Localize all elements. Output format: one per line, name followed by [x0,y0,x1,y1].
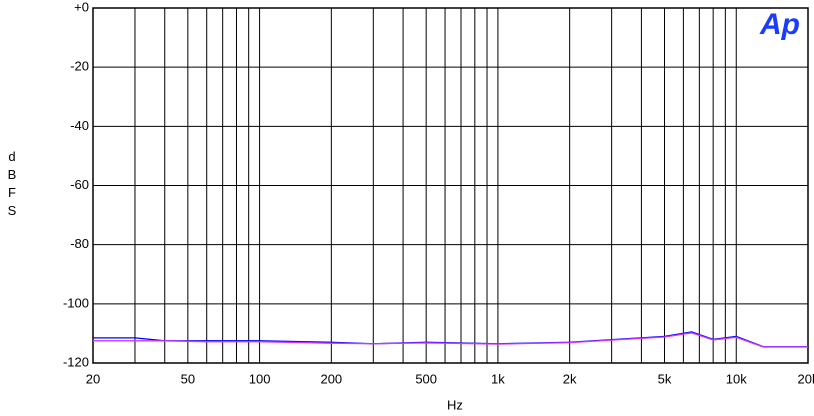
y-axis-label-letter: d [8,149,15,164]
logo: Ap [759,8,800,41]
y-tick-label: -120 [63,354,89,369]
x-tick-label: 10k [726,371,747,386]
y-tick-label: -80 [70,236,89,251]
x-tick-label: 20 [86,371,100,386]
plot-frame [92,7,809,364]
x-tick-label: 100 [249,371,271,386]
x-tick-label: 2k [563,371,577,386]
y-tick-label: -20 [70,59,89,74]
y-tick-label: -100 [63,295,89,310]
x-tick-label: 5k [658,371,672,386]
x-tick-label: 500 [415,371,437,386]
x-tick-label: 200 [320,371,342,386]
x-axis-label: Hz [447,397,463,412]
x-tick-label: 50 [181,371,195,386]
y-tick-label: +0 [74,0,89,14]
y-axis-label-letter: B [8,167,17,182]
series-line [93,331,808,348]
y-tick-label: -60 [70,177,89,192]
x-tick-label: 20k [798,371,814,386]
series-line [93,332,808,348]
y-axis-label-letter: S [8,203,17,218]
x-tick-label: 1k [491,371,505,386]
y-tick-label: -40 [70,118,89,133]
y-axis-label-letter: F [8,185,16,200]
